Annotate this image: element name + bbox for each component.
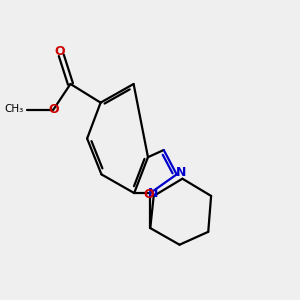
Text: O: O (48, 103, 58, 116)
Text: N: N (148, 187, 158, 200)
Text: N: N (176, 167, 186, 179)
Text: O: O (143, 188, 154, 201)
Text: O: O (55, 45, 65, 58)
Text: CH₃: CH₃ (5, 104, 24, 114)
